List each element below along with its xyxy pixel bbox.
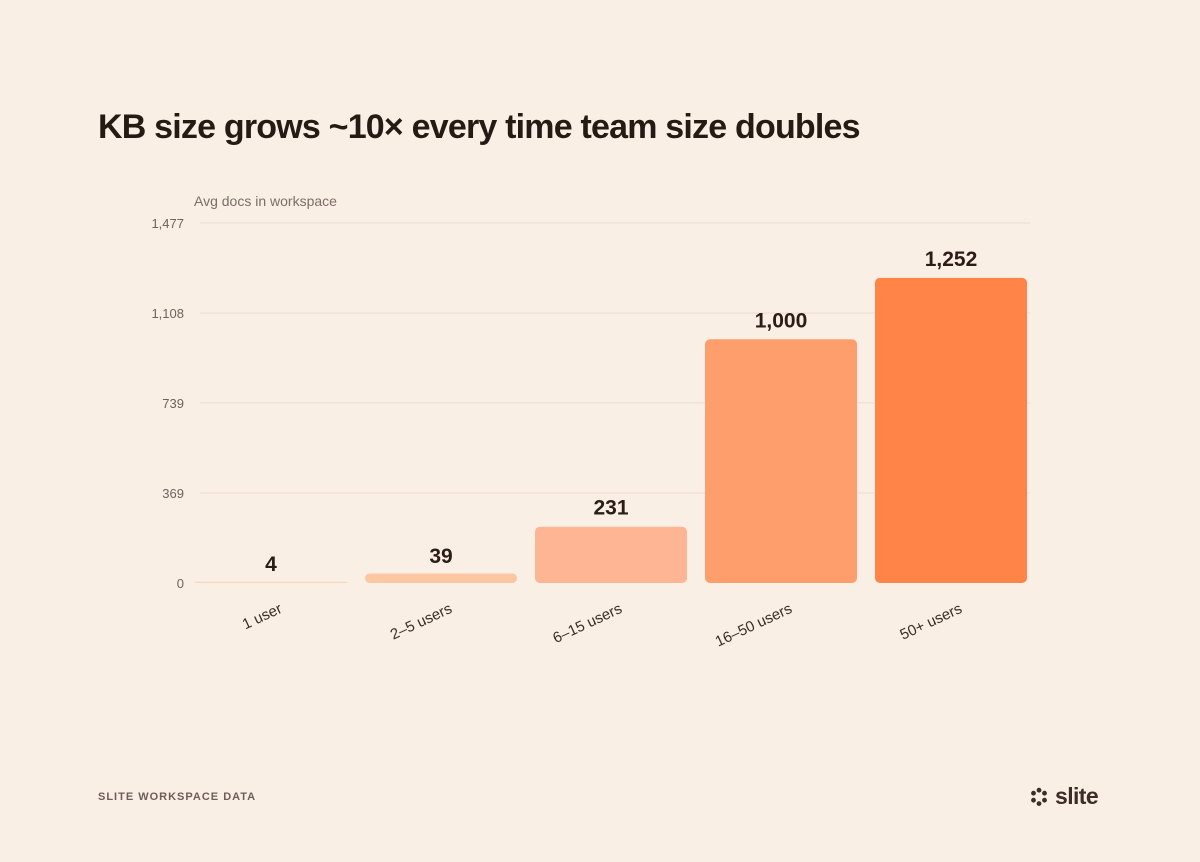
bar-chart: Avg docs in workspace 0 369 739 1,108 1,477 4 1… <box>151 193 1030 651</box>
data-label: 39 <box>429 545 452 568</box>
y-tick-label: 739 <box>162 396 184 411</box>
category-label: 6–15 users <box>550 600 624 647</box>
category-label: 16–50 users <box>713 600 795 650</box>
y-tick-label: 369 <box>162 486 184 501</box>
data-label: 4 <box>265 553 277 576</box>
bar <box>875 277 1027 583</box>
slite-logo-icon <box>1031 787 1047 806</box>
data-label: 1,000 <box>755 309 808 332</box>
source-note: SLITE WORKSPACE DATA <box>98 791 257 803</box>
data-label: 1,252 <box>925 248 978 271</box>
category-label: 50+ users <box>897 600 964 643</box>
y-tick-label: 0 <box>177 576 184 591</box>
brand-name: slite <box>1055 783 1099 809</box>
category-label: 2–5 users <box>388 600 455 643</box>
bar <box>535 526 687 583</box>
brand-logo[interactable]: slite <box>1029 783 1099 810</box>
category-label: 1 user <box>240 600 285 633</box>
bar <box>195 581 347 583</box>
y-tick-label: 1,477 <box>151 216 184 231</box>
bar <box>365 573 517 583</box>
y-tick-label: 1,108 <box>151 306 184 321</box>
y-axis-label: Avg docs in workspace <box>194 193 337 209</box>
chart-title: KB size grows ~10× every time team size … <box>98 108 861 146</box>
data-label: 231 <box>593 497 628 520</box>
bar <box>705 339 857 583</box>
